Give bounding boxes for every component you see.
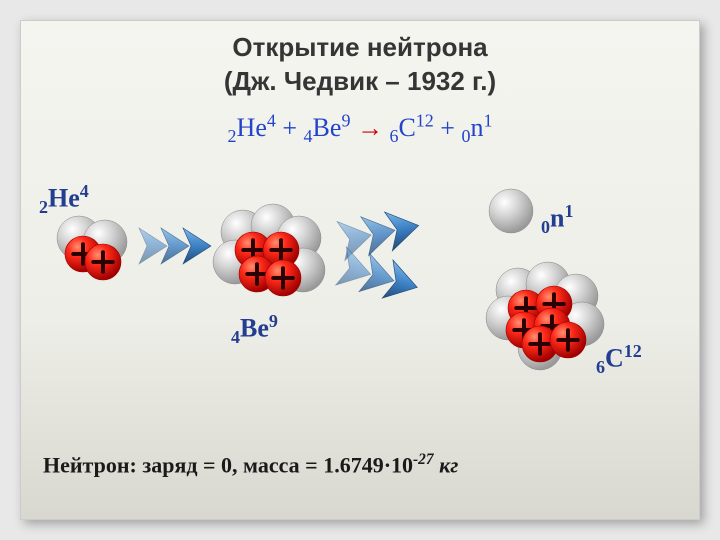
nucleus-c12 [486, 262, 604, 370]
proton [85, 244, 121, 280]
label-n1: 0n1 [541, 201, 573, 238]
arrow [336, 247, 423, 306]
neutron-footnote: Нейтрон: заряд = 0, масса = 1.6749·10-27… [43, 451, 458, 478]
label-be9: 4Be9 [231, 311, 278, 348]
main-panel: Открытие нейтрона (Дж. Чедвик – 1932 г.)… [20, 20, 700, 520]
nucleus-be9 [213, 204, 325, 296]
proton [265, 260, 301, 296]
nucleus-he4 [57, 216, 127, 280]
nucleus-n_single [489, 189, 533, 233]
reaction-diagram [21, 21, 701, 521]
label-he4: 2He4 [39, 181, 89, 218]
proton [550, 322, 586, 358]
arrow [139, 228, 211, 264]
label-c12: 6C12 [596, 341, 642, 378]
neutron [489, 189, 533, 233]
